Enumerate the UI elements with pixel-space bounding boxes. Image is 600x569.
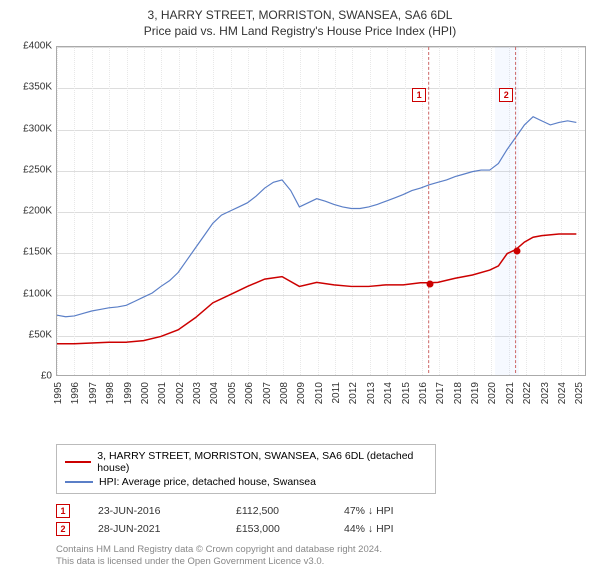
chart-subtitle: Price paid vs. HM Land Registry's House … [12,24,588,38]
y-tick-label: £350K [12,82,52,93]
legend-item: HPI: Average price, detached house, Swan… [65,475,427,489]
x-tick-label: 2002 [175,382,186,404]
marker-number-box: 1 [56,504,70,518]
x-tick-label: 2021 [505,382,516,404]
x-tick-label: 2009 [296,382,307,404]
marker-row: 2 28-JUN-2021 £153,000 44% ↓ HPI [56,520,588,538]
x-tick-label: 1996 [70,382,81,404]
x-tick-label: 2005 [227,382,238,404]
chart-title: 3, HARRY STREET, MORRISTON, SWANSEA, SA6… [12,8,588,22]
marker-date: 28-JUN-2021 [98,523,208,535]
x-tick-label: 2011 [331,382,342,404]
x-tick-label: 2019 [470,382,481,404]
event-point-2 [514,247,521,254]
footer-attribution: Contains HM Land Registry data © Crown c… [56,544,588,569]
x-tick-label: 2004 [209,382,220,404]
x-tick-label: 2007 [262,382,273,404]
x-tick-label: 2018 [453,382,464,404]
x-tick-label: 2012 [348,382,359,404]
x-tick-label: 2001 [157,382,168,404]
legend: 3, HARRY STREET, MORRISTON, SWANSEA, SA6… [56,444,436,494]
series-hpi [57,117,576,317]
x-tick-label: 1999 [123,382,134,404]
event-point-1 [427,281,434,288]
x-tick-label: 2014 [383,382,394,404]
footer-line-1: Contains HM Land Registry data © Crown c… [56,544,588,556]
legend-item: 3, HARRY STREET, MORRISTON, SWANSEA, SA6… [65,449,427,475]
legend-swatch [65,481,93,483]
marker-price: £153,000 [236,523,316,535]
x-tick-label: 2008 [279,382,290,404]
y-tick-label: £50K [12,329,52,340]
y-tick-label: £0 [12,371,52,382]
x-tick-label: 1997 [88,382,99,404]
x-tick-label: 2025 [574,382,585,404]
marker-row: 1 23-JUN-2016 £112,500 47% ↓ HPI [56,502,588,520]
marker-hpi-diff: 47% ↓ HPI [344,505,434,517]
chart-container: 3, HARRY STREET, MORRISTON, SWANSEA, SA6… [0,0,600,560]
footer-line-2: This data is licensed under the Open Gov… [56,556,588,568]
x-tick-label: 2006 [244,382,255,404]
chart-area: £0£50K£100K£150K£200K£250K£300K£350K£400… [12,46,588,406]
y-tick-label: £100K [12,288,52,299]
x-tick-label: 2010 [314,382,325,404]
marker-table: 1 23-JUN-2016 £112,500 47% ↓ HPI 2 28-JUN-202… [56,502,588,538]
x-tick-label: 2000 [140,382,151,404]
x-tick-label: 2024 [557,382,568,404]
x-tick-label: 2015 [401,382,412,404]
event-marker-box-2: 2 [499,88,513,102]
x-tick-label: 2016 [418,382,429,404]
plot-area: 12 [56,46,586,376]
x-tick-label: 1998 [105,382,116,404]
legend-label: HPI: Average price, detached house, Swan… [99,476,316,488]
x-tick-label: 1995 [53,382,64,404]
y-tick-label: £250K [12,164,52,175]
y-tick-label: £400K [12,41,52,52]
x-tick-label: 2022 [522,382,533,404]
x-tick-label: 2020 [487,382,498,404]
x-tick-label: 2023 [540,382,551,404]
marker-hpi-diff: 44% ↓ HPI [344,523,434,535]
y-tick-label: £200K [12,206,52,217]
legend-label: 3, HARRY STREET, MORRISTON, SWANSEA, SA6… [97,450,427,474]
event-marker-box-1: 1 [412,88,426,102]
y-tick-label: £300K [12,123,52,134]
series-property [57,234,576,344]
x-tick-label: 2013 [366,382,377,404]
marker-price: £112,500 [236,505,316,517]
y-tick-label: £150K [12,247,52,258]
x-tick-label: 2017 [435,382,446,404]
marker-date: 23-JUN-2016 [98,505,208,517]
legend-swatch [65,461,91,463]
marker-number-box: 2 [56,522,70,536]
x-tick-label: 2003 [192,382,203,404]
